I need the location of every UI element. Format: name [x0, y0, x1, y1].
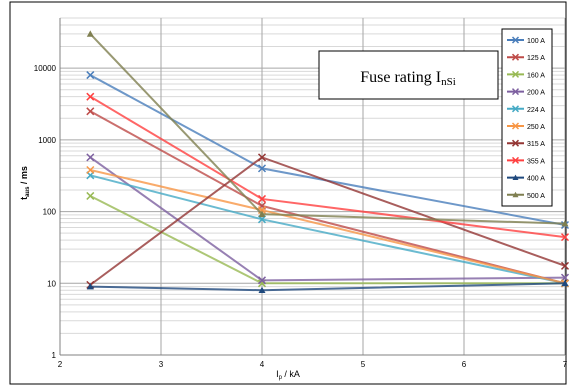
- data-point: [560, 261, 570, 270]
- legend-item: 315 A: [507, 139, 545, 148]
- data-point: [86, 71, 95, 80]
- legend-label: 160 A: [527, 72, 545, 79]
- data-point: [257, 276, 267, 285]
- legend-label: 200 A: [527, 90, 545, 97]
- annotation-box: Fuse rating InSi: [318, 50, 499, 100]
- data-point: [511, 53, 520, 61]
- data-point: [86, 283, 94, 290]
- data-point: [257, 153, 267, 162]
- data-point: [511, 105, 520, 113]
- x-axis-label: Ip / kA: [276, 369, 300, 381]
- tick-labels: 2 3 4 5 6 7 1 10 100 1000 10000: [34, 64, 568, 369]
- legend-label: 400 A: [527, 176, 545, 183]
- data-point: [512, 191, 519, 198]
- data-point: [257, 215, 267, 224]
- data-point: [511, 70, 520, 78]
- legend-label: 100 A: [527, 38, 545, 45]
- series-group: [86, 30, 570, 294]
- data-point: [511, 139, 520, 147]
- legend-label: 250 A: [527, 124, 545, 131]
- data-point: [258, 210, 266, 217]
- data-point: [257, 194, 267, 203]
- x-tick-label: 7: [563, 360, 568, 369]
- data-point: [561, 279, 569, 287]
- y-tick-label: 10000: [34, 64, 57, 73]
- legend-item: 355 A: [507, 156, 545, 165]
- legend-label: 315 A: [527, 141, 545, 148]
- x-tick-label: 3: [159, 360, 164, 369]
- data-point: [86, 191, 95, 200]
- data-point: [86, 165, 95, 175]
- legend-item: 125 A: [507, 53, 545, 62]
- legend-item: 200 A: [507, 88, 545, 97]
- y-tick-label: 1: [52, 351, 57, 360]
- data-point: [86, 153, 95, 162]
- x-tick-label: 4: [260, 360, 265, 369]
- data-point: [511, 36, 520, 44]
- data-point: [86, 92, 95, 101]
- legend-item: 100 A: [507, 36, 545, 45]
- y-tick-label: 1000: [38, 136, 56, 145]
- data-point: [258, 286, 266, 294]
- data-point: [86, 30, 94, 37]
- data-point: [86, 107, 95, 116]
- legend-item: 400 A: [507, 174, 545, 183]
- legend-label: 500 A: [527, 193, 545, 200]
- data-point: [560, 233, 570, 242]
- data-point: [511, 122, 520, 130]
- legend: 100 A 125 A 160 A 200 A 224 A 250 A 315 A 355 A…: [501, 28, 553, 207]
- legend-item: 250 A: [507, 122, 545, 131]
- axes: [59, 18, 565, 356]
- y-tick-label: 100: [43, 208, 57, 217]
- legend-item: 224 A: [507, 105, 545, 114]
- data-point: [511, 156, 520, 164]
- legend-label: 125 A: [527, 55, 545, 62]
- data-point: [512, 174, 519, 180]
- y-axis-label: taus / ms: [19, 166, 31, 200]
- legend-item: 160 A: [507, 70, 545, 79]
- x-tick-label: 6: [462, 360, 467, 369]
- legend-label: 355 A: [527, 158, 545, 165]
- x-tick-label: 5: [361, 360, 366, 369]
- data-point: [511, 88, 520, 96]
- data-point: [257, 164, 267, 173]
- data-point: [561, 220, 569, 227]
- y-tick-label: 10: [47, 279, 56, 288]
- legend-item: 500 A: [507, 191, 545, 200]
- x-tick-label: 2: [58, 360, 63, 369]
- annotation-text: Fuse rating InSi: [360, 69, 456, 88]
- legend-label: 224 A: [527, 107, 545, 114]
